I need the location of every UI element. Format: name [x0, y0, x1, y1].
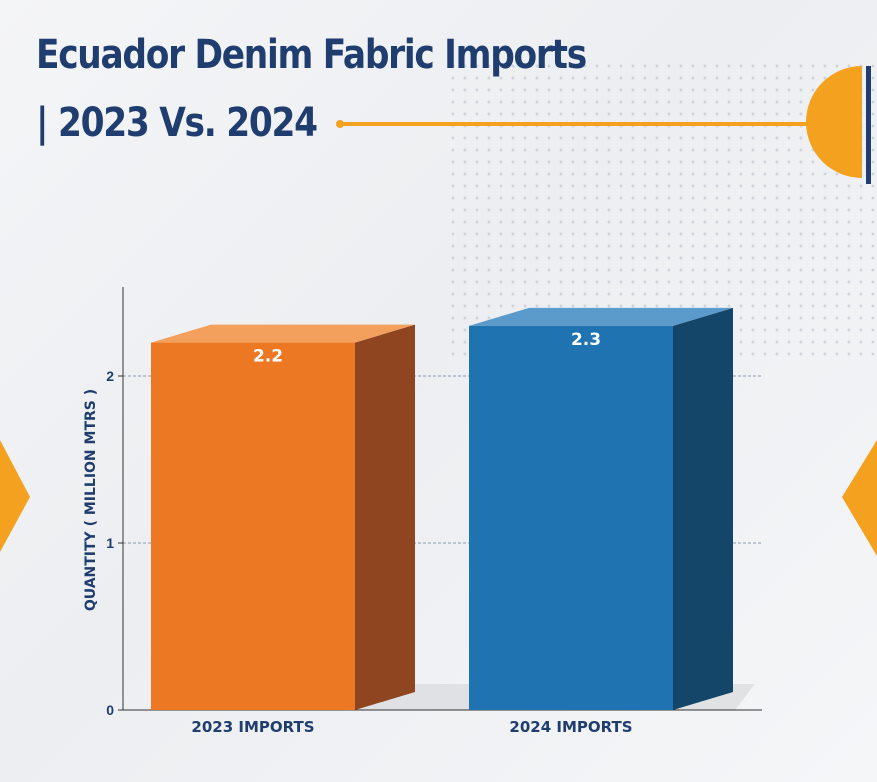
title-rule: [342, 122, 827, 126]
bar-0: [151, 342, 355, 710]
bar-1-side: [673, 307, 733, 710]
bar-0-side: [355, 324, 415, 710]
page-title-line-2: | 2023 Vs. 2024: [36, 100, 318, 146]
y-axis-label: QUANTITY ( MILLION MTRS ): [83, 389, 99, 611]
y-tick-label: 2: [106, 368, 114, 384]
data-label-1: 2.3: [571, 330, 601, 350]
y-tick-label: 0: [106, 702, 114, 718]
y-tick-label: 1: [106, 535, 114, 551]
title-rule-dot: [336, 120, 344, 128]
page-title-line-1: Ecuador Denim Fabric Imports: [36, 32, 587, 78]
bar-1-top: [469, 307, 733, 326]
bar-1: [469, 325, 673, 710]
x-tick-label-1: 2024 IMPORTS: [509, 718, 632, 736]
x-tick-label-0: 2023 IMPORTS: [191, 718, 314, 736]
data-label-0: 2.2: [253, 347, 283, 367]
bar-0-top: [151, 324, 415, 343]
